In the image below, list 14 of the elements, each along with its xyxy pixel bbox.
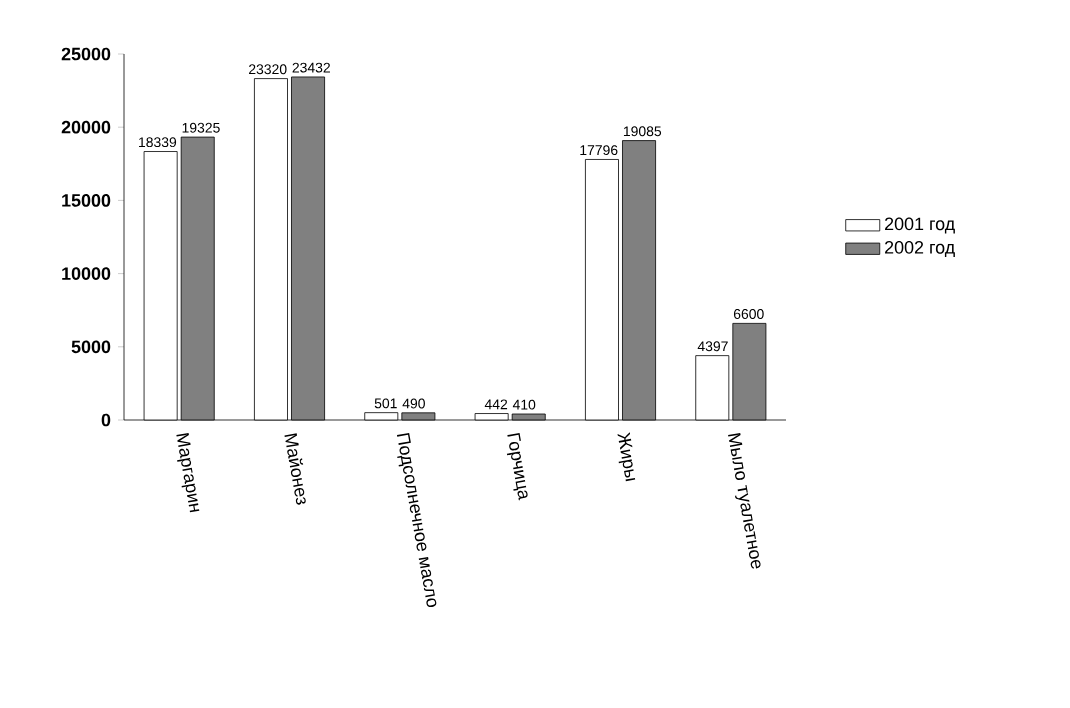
y-tick-label: 25000 [61, 47, 111, 61]
x-tick-label: Мыло туалетное [728, 432, 761, 569]
y-tick-label: 5000 [71, 340, 111, 354]
x-tick-label: Майонез [284, 433, 306, 505]
x-tick-label: Жиры [617, 432, 636, 482]
legend-label: 2002 год [885, 240, 955, 258]
x-tick-label: Маргарин [176, 432, 200, 513]
y-tick-label: 0 [101, 413, 111, 427]
y-tick-label: 15000 [62, 194, 111, 207]
x-tick-label: Подсолнечное масло [396, 432, 437, 608]
y-tick-label: 10000 [62, 267, 111, 280]
x-tick-label: Горчица [506, 432, 528, 501]
y-tick-label: 20000 [61, 120, 111, 134]
legend-label: 2001 год [885, 217, 955, 234]
